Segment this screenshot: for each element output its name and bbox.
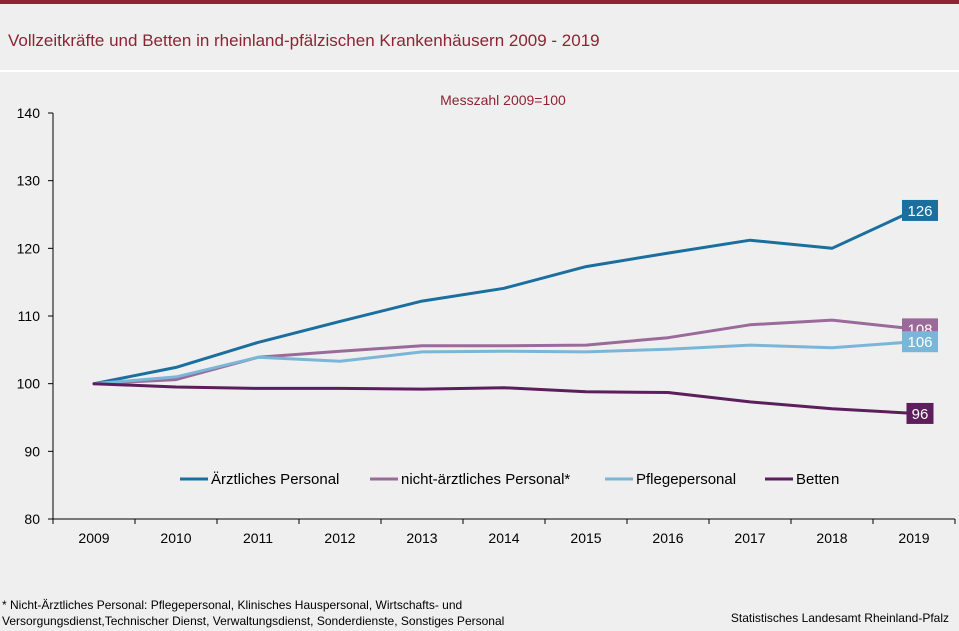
legend-label-0: Ärztliches Personal: [211, 471, 339, 488]
x-tick-label: 2009: [78, 530, 109, 546]
footnote-line-2: Versorgungsdienst,Technischer Dienst, Ve…: [2, 614, 505, 628]
end-label-0: 126: [907, 203, 932, 220]
page-title: Vollzeitkräfte und Betten in rheinland-p…: [8, 31, 600, 50]
x-tick-label: 2013: [406, 530, 437, 546]
y-tick-label: 120: [17, 240, 41, 256]
legend-label-1: nicht-ärztliches Personal*: [401, 471, 570, 488]
end-label-box-0: [902, 199, 938, 221]
legend-label-2: Pflegepersonal: [636, 471, 736, 488]
legend-label-3: Betten: [796, 471, 839, 488]
x-tick-label: 2016: [652, 530, 683, 546]
x-tick-label: 2010: [160, 530, 191, 546]
end-label-2: 106: [907, 334, 932, 351]
y-tick-label: 140: [17, 105, 41, 121]
y-tick-label: 80: [24, 511, 40, 527]
title-divider: [0, 70, 959, 72]
chart-subtitle: Messzahl 2009=100: [440, 92, 566, 108]
source-credit: Statistisches Landesamt Rheinland-Pfalz: [730, 611, 949, 625]
x-tick-label: 2017: [734, 530, 765, 546]
end-label-3: 96: [912, 406, 929, 423]
series-line-2: [92, 340, 916, 386]
x-tick-label: 2019: [898, 530, 929, 546]
series-line-3: [92, 382, 916, 415]
x-tick-label: 2014: [488, 530, 519, 546]
end-label-box-3: [906, 402, 934, 424]
line-chart: Messzahl 2009=100 80 90 100 110 120 130 140 200…: [17, 92, 956, 546]
x-tick-label: 2015: [570, 530, 601, 546]
end-label-box-2: [902, 331, 938, 353]
footnote: * Nicht-Ärztliches Personal: Pflegeperso…: [2, 597, 602, 629]
x-tick-label: 2018: [816, 530, 847, 546]
x-tick-label: 2011: [243, 530, 273, 546]
y-tick-label: 130: [17, 173, 41, 189]
y-tick-label: 110: [18, 308, 41, 324]
footnote-line-1: * Nicht-Ärztliches Personal: Pflegeperso…: [2, 598, 463, 612]
y-tick-label: 90: [24, 443, 40, 459]
top-rule: [0, 0, 959, 4]
series-line-0: [92, 208, 916, 386]
y-tick-label: 100: [17, 376, 41, 392]
x-tick-label: 2012: [324, 530, 355, 546]
